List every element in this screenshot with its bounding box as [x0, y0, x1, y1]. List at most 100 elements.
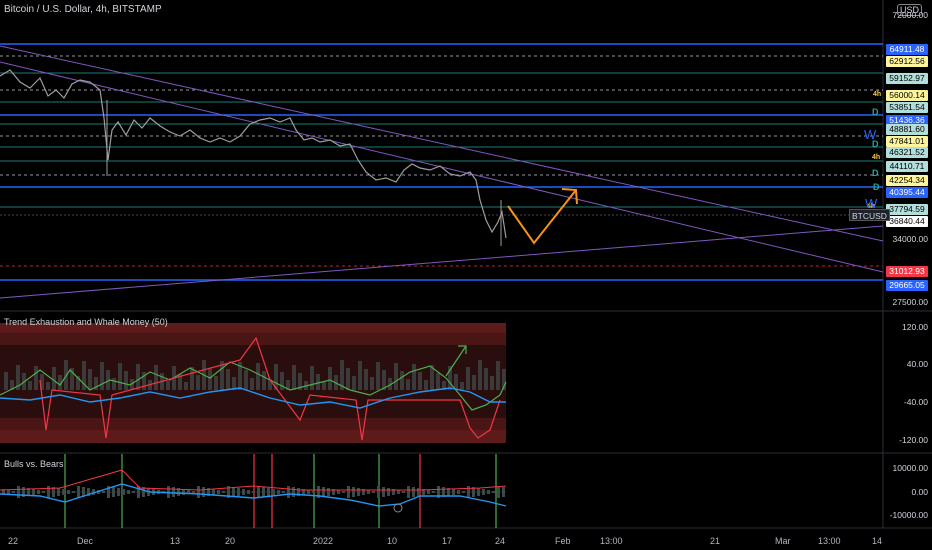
- volume-bar: [454, 374, 458, 390]
- histogram-bar: [202, 487, 205, 497]
- histogram-bar: [242, 489, 245, 495]
- volume-bar: [226, 369, 230, 390]
- histogram-bar: [67, 490, 70, 494]
- time-axis-label: 13:00: [818, 536, 841, 546]
- volume-bar: [190, 367, 194, 390]
- histogram-bar: [12, 491, 15, 493]
- histogram-bar: [37, 490, 40, 494]
- exhaustion-zone: [0, 418, 506, 430]
- histogram-bar: [377, 486, 380, 498]
- indicator-annotation: [458, 345, 467, 354]
- volume-bar: [244, 370, 248, 390]
- histogram-bar: [487, 490, 490, 494]
- histogram-bar: [177, 488, 180, 496]
- histogram-bar: [197, 486, 200, 498]
- histogram-bar: [387, 488, 390, 496]
- volume-bar: [262, 371, 266, 390]
- histogram-bar: [32, 489, 35, 495]
- indicator-title-bulls-bears[interactable]: Bulls vs. Bears: [4, 459, 64, 469]
- volume-bar: [154, 365, 158, 390]
- currency-button[interactable]: USD: [896, 4, 922, 16]
- histogram-bar: [107, 486, 110, 498]
- time-axis-label: 17: [442, 536, 453, 546]
- price-tick-72000: 72000.00: [892, 10, 928, 20]
- histogram-bar: [302, 489, 305, 495]
- ind1-tick-neg40: -40.00: [903, 397, 928, 407]
- volume-bar: [232, 377, 236, 390]
- volume-bar: [316, 374, 320, 390]
- histogram-bar: [172, 487, 175, 497]
- volume-bar: [40, 374, 44, 390]
- histogram-bar: [307, 490, 310, 494]
- histogram-bar: [352, 487, 355, 497]
- price-level-tag: 51436.36: [886, 115, 928, 126]
- histogram-bar: [132, 491, 135, 493]
- histogram-bar: [447, 488, 450, 496]
- volume-bar: [490, 376, 494, 390]
- indicator-title-trend-exhaustion[interactable]: Trend Exhaustion and Whale Money (50): [4, 317, 168, 327]
- volume-bar: [52, 367, 56, 390]
- histogram-bar: [52, 487, 55, 497]
- ind1-tick-neg120: -120.00: [899, 435, 928, 445]
- price-series: [0, 69, 507, 239]
- volume-bar: [484, 368, 488, 390]
- ind2-tick-neg10000: -10000.00: [889, 510, 928, 520]
- histogram-bar: [227, 486, 230, 498]
- histogram-bar: [437, 486, 440, 498]
- volume-bar: [352, 376, 356, 390]
- histogram-bar: [397, 490, 400, 494]
- histogram-bar: [212, 489, 215, 495]
- histogram-bar: [462, 491, 465, 493]
- volume-bar: [10, 380, 14, 390]
- volume-bar: [460, 382, 464, 390]
- histogram-bar: [392, 489, 395, 495]
- histogram-bar: [457, 490, 460, 494]
- histogram-bar: [192, 491, 195, 493]
- price-level-tag: 64911.48: [886, 44, 928, 55]
- volume-bar: [502, 369, 506, 390]
- volume-bar: [70, 368, 74, 390]
- time-axis-label: 13: [170, 536, 181, 546]
- volume-bar: [472, 375, 476, 390]
- timeframe-marker: D: [872, 139, 879, 149]
- histogram-bar: [337, 490, 340, 494]
- price-level-tag: 47841.01: [886, 136, 928, 147]
- price-level-tag: 40395.44: [886, 187, 928, 198]
- histogram-bar: [267, 488, 270, 496]
- histogram-bar: [92, 489, 95, 495]
- volume-bar: [346, 368, 350, 390]
- volume-bar: [208, 368, 212, 390]
- histogram-bar: [87, 488, 90, 496]
- histogram-bar: [347, 486, 350, 498]
- volume-bar: [406, 379, 410, 390]
- time-axis-label: 20: [225, 536, 236, 546]
- ind1-tick-40: 40.00: [906, 359, 928, 369]
- volume-bar: [382, 370, 386, 390]
- histogram-bar: [277, 490, 280, 494]
- bulls-bears-line: [0, 483, 507, 507]
- volume-bar: [196, 375, 200, 390]
- volume-bar: [358, 361, 362, 390]
- histogram-bar: [417, 488, 420, 496]
- volume-bar: [466, 367, 470, 390]
- volume-bar: [418, 372, 422, 390]
- volume-bar: [388, 378, 392, 390]
- bears-line: [0, 469, 507, 491]
- histogram-bar: [357, 488, 360, 496]
- ind1-tick-120: 120.00: [902, 322, 928, 332]
- volume-bar: [16, 365, 20, 390]
- timeframe-marker: D: [872, 168, 879, 178]
- histogram-bar: [367, 490, 370, 494]
- volume-bar: [166, 381, 170, 390]
- volume-bar: [280, 372, 284, 390]
- trend-line-red: [39, 336, 501, 441]
- volume-bar: [184, 382, 188, 390]
- symbol-tag: BTCUSD: [849, 209, 890, 221]
- histogram-bar: [362, 489, 365, 495]
- price-tick-34000: 34000.00: [892, 234, 928, 244]
- trendline: [0, 45, 884, 242]
- volume-bar: [370, 377, 374, 390]
- time-axis-label: 24: [495, 536, 506, 546]
- histogram-bar: [287, 486, 290, 498]
